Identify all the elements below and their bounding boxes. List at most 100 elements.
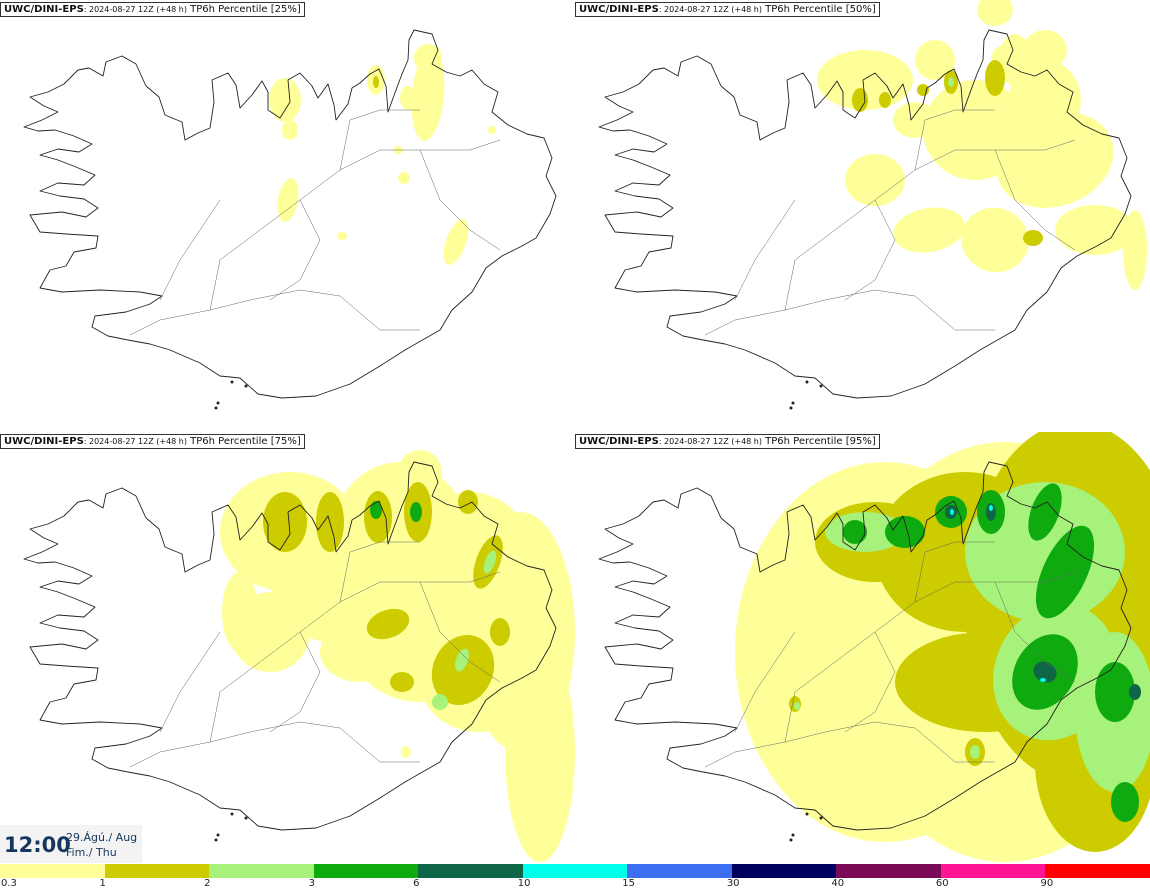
road-line — [914, 109, 995, 171]
field-name: TP6h Percentile [50%] — [761, 4, 876, 15]
legend-label: 10 — [517, 878, 531, 889]
island — [214, 838, 218, 842]
road-line — [734, 199, 796, 301]
legend-label: 15 — [622, 878, 635, 889]
island — [805, 812, 809, 816]
precip-area — [965, 482, 1125, 622]
model-source: UWC/DINI-EPS — [579, 436, 659, 447]
island — [244, 384, 248, 388]
island — [789, 406, 793, 410]
map-panel-p25: UWC/DINI-EPS: 2024-08-27 12Z (+48 h) TP6… — [0, 0, 575, 432]
map-canvas — [23, 450, 575, 862]
legend-swatch — [104, 864, 211, 878]
road-line — [339, 109, 420, 171]
road-line — [419, 149, 501, 251]
map-canvas — [598, 432, 1150, 862]
precip-area — [1023, 230, 1043, 246]
precip-area — [398, 450, 442, 494]
precip-area — [893, 102, 937, 138]
island — [216, 833, 220, 837]
precip-area — [852, 88, 868, 112]
precip-area — [961, 207, 1029, 273]
precip-area — [390, 672, 414, 692]
road-line — [914, 541, 995, 603]
precip-area — [915, 40, 955, 80]
precip-area — [885, 516, 925, 548]
precip-area — [1055, 205, 1135, 255]
coastline — [23, 461, 557, 831]
precip-area — [996, 112, 1114, 208]
legend-swatch — [418, 864, 524, 878]
precip-area — [1123, 210, 1147, 290]
legend-label: 2 — [204, 878, 211, 889]
run-time: : 2024-08-27 12Z (+48 h) — [83, 5, 187, 14]
valid-date: 29.Ágú./ Aug — [66, 831, 138, 844]
island — [805, 380, 809, 384]
precip-area — [282, 120, 298, 140]
precip-area — [985, 60, 1005, 96]
island — [819, 816, 823, 820]
legend-swatch — [0, 864, 106, 878]
island — [789, 838, 793, 842]
color-legend: 0.3 1 2 3 6 10 15 30 40 60 90 — [0, 862, 1150, 891]
legend-swatch — [940, 864, 1047, 878]
legend-label: 3 — [308, 878, 315, 889]
legend-label: 1 — [99, 878, 106, 889]
precip-area — [401, 746, 411, 758]
run-time: : 2024-08-27 12Z (+48 h) — [658, 5, 762, 14]
precip-area — [432, 694, 448, 710]
road-line — [734, 631, 796, 733]
legend-label: 30 — [726, 878, 740, 889]
precip-area — [277, 178, 299, 222]
road-line — [994, 149, 1076, 251]
precip-area — [269, 78, 301, 122]
precip-area — [1129, 684, 1141, 700]
island — [216, 401, 220, 405]
legend-swatch — [209, 864, 315, 878]
map-panel-p75: UWC/DINI-EPS: 2024-08-27 12Z (+48 h) TP6… — [0, 432, 575, 864]
precip-area — [1035, 525, 1095, 619]
precip-area — [398, 172, 410, 184]
precip-area — [411, 49, 445, 141]
precip-area — [366, 608, 410, 640]
island — [230, 380, 234, 384]
road-line — [159, 631, 221, 733]
precip-area — [222, 572, 258, 652]
road-line — [159, 199, 221, 301]
precip-area — [917, 84, 929, 96]
precip-area — [373, 76, 379, 88]
legend-swatch — [1045, 864, 1150, 878]
island — [214, 406, 218, 410]
precip-area — [455, 648, 469, 672]
precip-area — [1040, 678, 1046, 682]
precip-area — [483, 550, 497, 574]
precip-area — [490, 618, 510, 646]
model-source: UWC/DINI-EPS — [579, 4, 659, 15]
precip-area — [370, 501, 382, 519]
precip-area — [458, 490, 478, 514]
precip-area — [443, 219, 469, 265]
map-panel-p95: UWC/DINI-EPS: 2024-08-27 12Z (+48 h) TP6… — [575, 432, 1150, 864]
road-line — [129, 721, 420, 768]
map-panel-p50: UWC/DINI-EPS: 2024-08-27 12Z (+48 h) TP6… — [575, 0, 1150, 432]
precip-area — [970, 745, 980, 759]
legend-swatch — [627, 864, 733, 878]
panel-title: UWC/DINI-EPS: 2024-08-27 12Z (+48 h) TP6… — [0, 434, 305, 449]
legend-swatch — [522, 864, 629, 878]
precip-area — [950, 509, 954, 515]
island — [791, 833, 795, 837]
road-line — [269, 199, 321, 301]
valid-time-box: 12:00 29.Ágú./ Aug Fim./ Thu — [0, 825, 142, 863]
precip-area — [845, 154, 905, 206]
road-line — [339, 541, 420, 603]
panel-title: UWC/DINI-EPS: 2024-08-27 12Z (+48 h) TP6… — [575, 434, 880, 449]
precip-area — [1033, 661, 1057, 683]
precip-area — [1023, 30, 1067, 70]
legend-label: 0.3 — [1, 878, 17, 889]
road-line — [994, 581, 1076, 683]
island — [819, 384, 823, 388]
precip-area — [1111, 782, 1139, 822]
road-line — [844, 631, 896, 733]
island — [791, 401, 795, 405]
legend-swatch — [731, 864, 838, 878]
